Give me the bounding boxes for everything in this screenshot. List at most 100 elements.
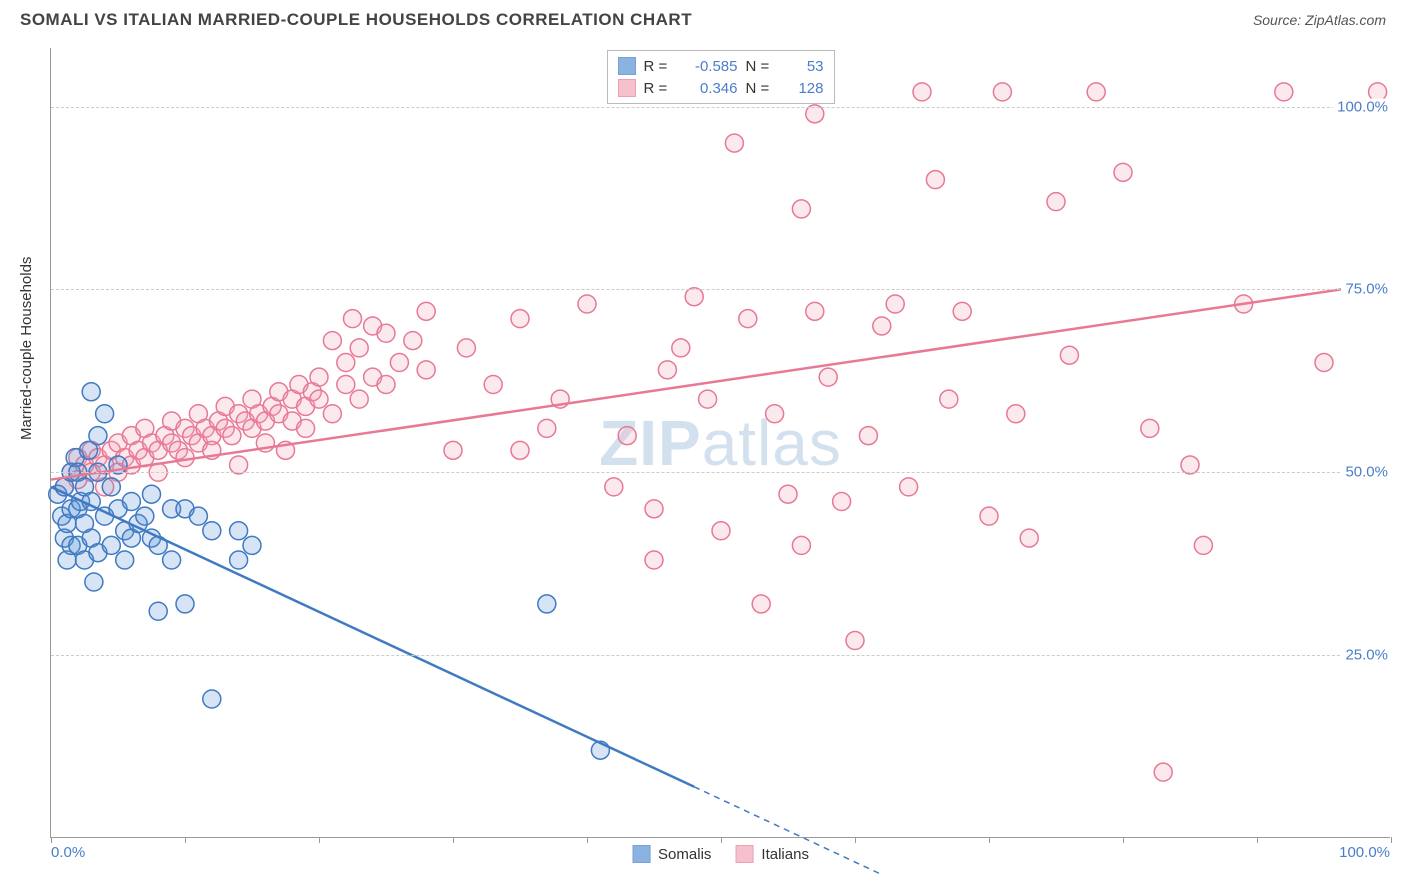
data-point	[792, 200, 810, 218]
data-point	[344, 310, 362, 328]
trend-line	[51, 487, 694, 787]
data-point	[176, 595, 194, 613]
data-point	[806, 302, 824, 320]
y-axis-label: Married-couple Households	[18, 257, 35, 440]
gridline	[51, 655, 1390, 656]
data-point	[886, 295, 904, 313]
data-point	[457, 339, 475, 357]
data-point	[102, 536, 120, 554]
data-point	[819, 368, 837, 386]
data-point	[337, 354, 355, 372]
x-tick-mark	[1123, 837, 1124, 843]
data-point	[779, 485, 797, 503]
data-point	[1181, 456, 1199, 474]
data-point	[203, 522, 221, 540]
data-point	[102, 478, 120, 496]
data-point	[203, 690, 221, 708]
data-point	[712, 522, 730, 540]
x-tick-mark	[453, 837, 454, 843]
data-point	[163, 551, 181, 569]
y-tick-label: 25.0%	[1341, 647, 1392, 664]
data-point	[417, 361, 435, 379]
data-point	[766, 405, 784, 423]
data-point	[725, 134, 743, 152]
legend-row-somalis: R = -0.585 N = 53	[618, 55, 824, 77]
gridline	[51, 107, 1390, 108]
trend-line	[51, 282, 1391, 479]
n-value-somalis: 53	[784, 58, 824, 75]
x-tick-mark	[587, 837, 588, 843]
data-point	[350, 339, 368, 357]
data-point	[1047, 193, 1065, 211]
data-point	[310, 368, 328, 386]
data-point	[739, 310, 757, 328]
data-point	[390, 354, 408, 372]
data-point	[1275, 83, 1293, 101]
x-tick-mark	[989, 837, 990, 843]
data-point	[806, 105, 824, 123]
source-label: Source: ZipAtlas.com	[1253, 12, 1386, 28]
data-point	[538, 419, 556, 437]
chart-plot-area: ZIPatlas R = -0.585 N = 53 R = 0.346 N =…	[50, 48, 1390, 838]
data-point	[230, 456, 248, 474]
data-point	[1194, 536, 1212, 554]
data-point	[699, 390, 717, 408]
data-point	[337, 375, 355, 393]
x-tick-mark	[1391, 837, 1392, 843]
x-tick-mark	[319, 837, 320, 843]
data-point	[940, 390, 958, 408]
legend-item-somalis: Somalis	[632, 845, 711, 863]
legend-item-italians: Italians	[735, 845, 809, 863]
scatter-svg	[51, 48, 1390, 837]
data-point	[1141, 419, 1159, 437]
data-point	[792, 536, 810, 554]
data-point	[578, 295, 596, 313]
data-point	[900, 478, 918, 496]
gridline	[51, 289, 1390, 290]
data-point	[297, 419, 315, 437]
data-point	[1315, 354, 1333, 372]
data-point	[605, 478, 623, 496]
data-point	[618, 427, 636, 445]
data-point	[417, 302, 435, 320]
data-point	[323, 405, 341, 423]
data-point	[833, 493, 851, 511]
data-point	[350, 390, 368, 408]
y-tick-label: 75.0%	[1341, 281, 1392, 298]
data-point	[859, 427, 877, 445]
data-point	[189, 507, 207, 525]
data-point	[980, 507, 998, 525]
data-point	[913, 83, 931, 101]
x-tick-mark	[855, 837, 856, 843]
data-point	[444, 441, 462, 459]
correlation-legend: R = -0.585 N = 53 R = 0.346 N = 128	[607, 50, 835, 104]
data-point	[993, 83, 1011, 101]
data-point	[484, 375, 502, 393]
data-point	[511, 441, 529, 459]
data-point	[645, 500, 663, 518]
x-tick-mark	[185, 837, 186, 843]
data-point	[1060, 346, 1078, 364]
data-point	[85, 573, 103, 591]
x-tick-mark	[1257, 837, 1258, 843]
gridline	[51, 472, 1390, 473]
data-point	[82, 383, 100, 401]
data-point	[1007, 405, 1025, 423]
data-point	[230, 522, 248, 540]
swatch-somalis	[618, 57, 636, 75]
r-value-somalis: -0.585	[678, 58, 738, 75]
data-point	[1114, 163, 1132, 181]
r-value-italians: 0.346	[678, 80, 738, 97]
swatch-somalis-icon	[632, 845, 650, 863]
data-point	[323, 332, 341, 350]
data-point	[926, 171, 944, 189]
data-point	[149, 602, 167, 620]
x-tick-mark	[721, 837, 722, 843]
data-point	[645, 551, 663, 569]
data-point	[122, 493, 140, 511]
data-point	[404, 332, 422, 350]
data-point	[230, 551, 248, 569]
series-legend: Somalis Italians	[632, 845, 809, 863]
data-point	[136, 507, 154, 525]
data-point	[310, 390, 328, 408]
